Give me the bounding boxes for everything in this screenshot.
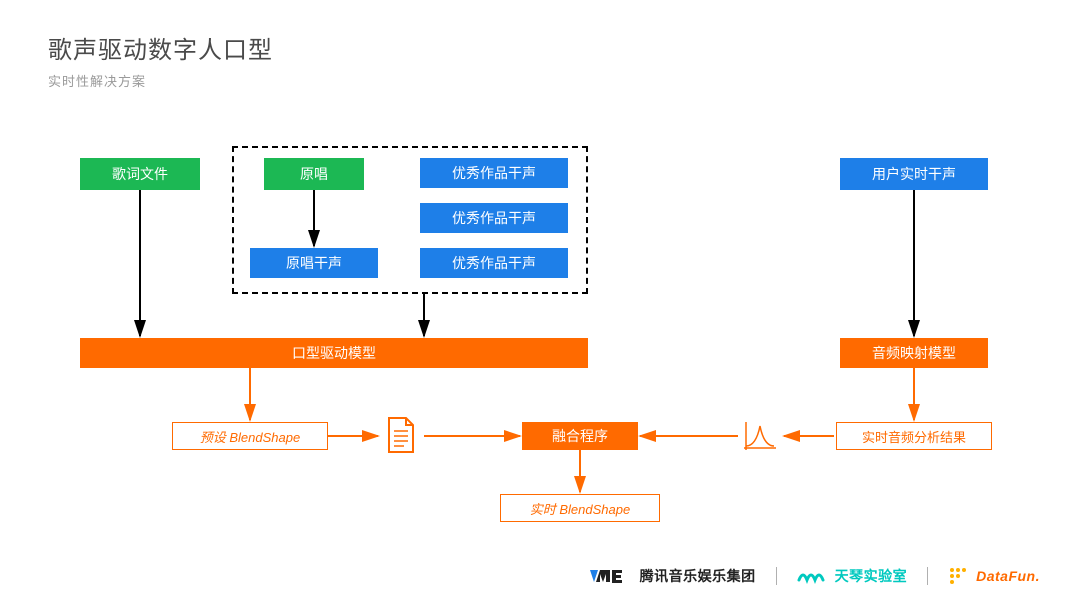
node-audio-result: 实时音频分析结果 — [836, 422, 992, 450]
node-original-dry: 原唱干声 — [250, 248, 378, 278]
node-label: 实时 BlendShape — [530, 499, 630, 518]
node-fusion: 融合程序 — [522, 422, 638, 450]
document-icon — [386, 416, 416, 454]
node-label: 实时音频分析结果 — [862, 427, 966, 446]
node-label: 原唱 — [300, 164, 328, 184]
datafun-logo-icon — [948, 566, 968, 586]
tme-logo-icon — [588, 566, 632, 586]
node-drive-model: 口型驱动模型 — [80, 338, 588, 368]
node-label: 优秀作品干声 — [452, 253, 536, 273]
footer-tme: 腾讯音乐娱乐集团 — [588, 566, 756, 586]
node-label: 融合程序 — [552, 426, 608, 446]
footer-sep — [776, 567, 777, 585]
footer-tianqin-label: 天琴实验室 — [835, 566, 908, 586]
footer-datafun: DataFun. — [948, 566, 1040, 586]
node-work2: 优秀作品干声 — [420, 203, 568, 233]
node-label: 音频映射模型 — [872, 343, 956, 363]
node-label: 预设 BlendShape — [200, 427, 300, 446]
tianqin-logo-icon — [797, 566, 827, 586]
node-user-dry: 用户实时干声 — [840, 158, 988, 190]
node-work3: 优秀作品干声 — [420, 248, 568, 278]
node-label: 歌词文件 — [112, 164, 168, 184]
node-label: 口型驱动模型 — [292, 343, 376, 363]
node-audio-map-model: 音频映射模型 — [840, 338, 988, 368]
node-lyric-file: 歌词文件 — [80, 158, 200, 190]
node-realtime-blendshape: 实时 BlendShape — [500, 494, 660, 522]
node-label: 原唱干声 — [286, 253, 342, 273]
footer-sep — [927, 567, 928, 585]
node-work1: 优秀作品干声 — [420, 158, 568, 188]
footer-tme-label: 腾讯音乐娱乐集团 — [640, 566, 756, 586]
flowchart: 歌词文件 原唱 原唱干声 优秀作品干声 优秀作品干声 优秀作品干声 口型驱动模型… — [0, 0, 1080, 608]
node-original-vocal: 原唱 — [264, 158, 364, 190]
node-label: 用户实时干声 — [872, 164, 956, 184]
node-label: 优秀作品干声 — [452, 163, 536, 183]
footer-tianqin: 天琴实验室 — [797, 566, 908, 586]
bellcurve-icon — [742, 416, 778, 452]
footer-datafun-label: DataFun. — [976, 568, 1040, 584]
node-preset-blendshape: 预设 BlendShape — [172, 422, 328, 450]
node-label: 优秀作品干声 — [452, 208, 536, 228]
footer: 腾讯音乐娱乐集团 天琴实验室 DataFun. — [588, 566, 1040, 586]
